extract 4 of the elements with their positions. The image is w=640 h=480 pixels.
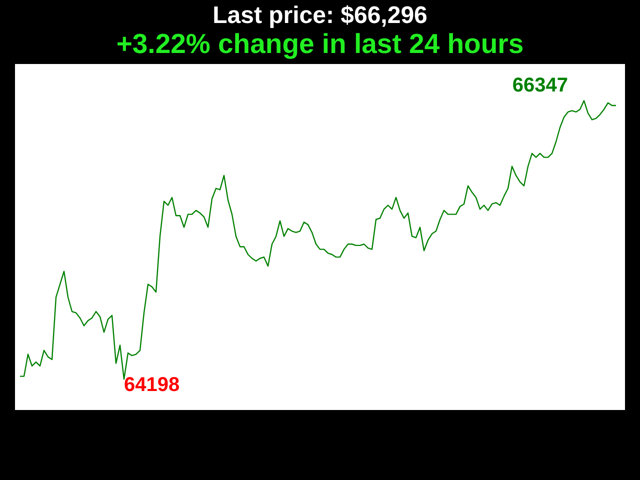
- data-label: 64198: [124, 374, 180, 396]
- chart-subtitle: +3.22% change in last 24 hours: [115, 28, 525, 59]
- data-label: 66347: [512, 74, 568, 97]
- chart-title: Last price: $66,296: [212, 2, 428, 29]
